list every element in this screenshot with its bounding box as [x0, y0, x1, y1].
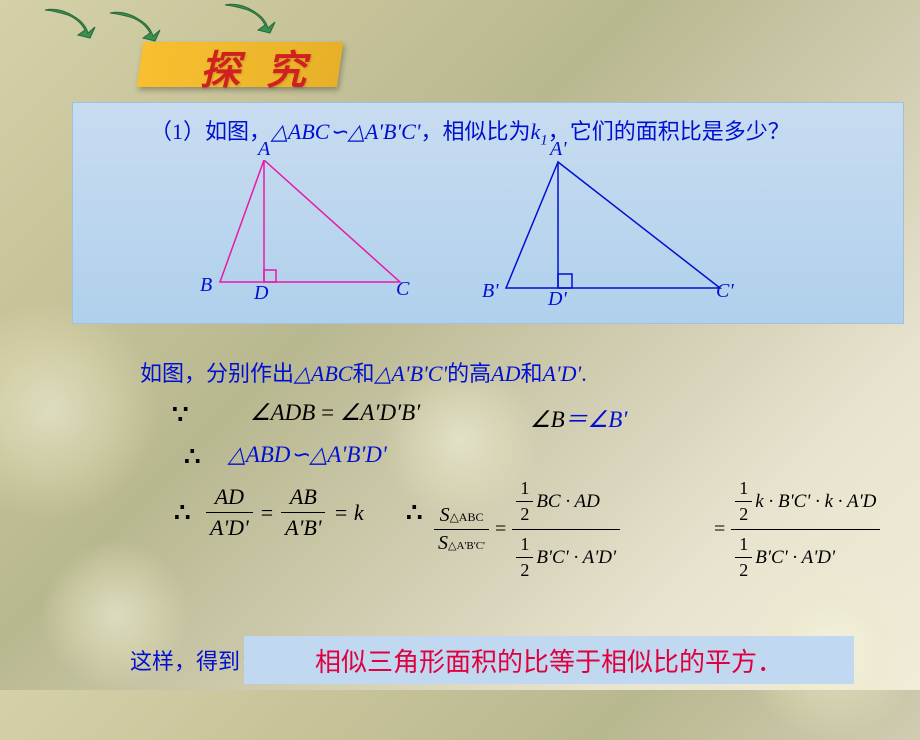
vertex-label: B — [200, 274, 212, 297]
area-ratio: S△ABC S△A'B'C' = 12 BC · AD 12 B'C' · A'… — [434, 478, 620, 581]
arrow-icon — [105, 8, 165, 43]
because-line: ∵ — [172, 400, 189, 430]
vertex-label: D' — [548, 288, 567, 311]
arrow-icon — [40, 5, 100, 40]
arrow-icon — [220, 0, 280, 35]
therefore-2: ∴ — [174, 498, 191, 528]
vertex-label: C — [396, 278, 409, 301]
page-title: 探 究 — [200, 38, 314, 96]
construction-text: 如图，分别作出△ABC和△A'B'C'的高AD和A'D'. — [140, 356, 587, 388]
area-ratio-2: = 12 k · B'C' · k · A'D 12 B'C' · A'D' — [714, 478, 880, 581]
conclusion-box: 相似三角形面积的比等于相似比的平方． — [244, 636, 854, 684]
angle-eq-2: ∠B＝∠B' — [530, 400, 627, 434]
vertex-label: A' — [550, 138, 567, 161]
diagram-area: A B C D A' B' C' D' — [200, 160, 780, 320]
vertex-label: A — [258, 138, 270, 161]
problem-text: （1）如图，△ABC∽△A'B'C'，相似比为k1，它们的面积比是多少？ — [150, 114, 790, 149]
vertex-label: D — [254, 282, 268, 305]
conclusion-text: 相似三角形面积的比等于相似比的平方． — [315, 642, 783, 679]
therefore-3: ∴ — [406, 498, 423, 528]
vertex-label: C' — [716, 280, 734, 303]
ratio-equation: ADA'D' = ABA'B' = k — [206, 484, 364, 541]
therefore-1: ∴ — [184, 442, 201, 472]
vertex-label: B' — [482, 280, 499, 303]
angle-eq-1: ∠ADB = ∠A′D′B′ — [250, 400, 420, 426]
conclusion-label: 这样，得到： — [130, 644, 262, 676]
similar-triangles: △ABD∽△A'B'D' — [228, 442, 387, 468]
bg-decoration — [0, 300, 160, 520]
